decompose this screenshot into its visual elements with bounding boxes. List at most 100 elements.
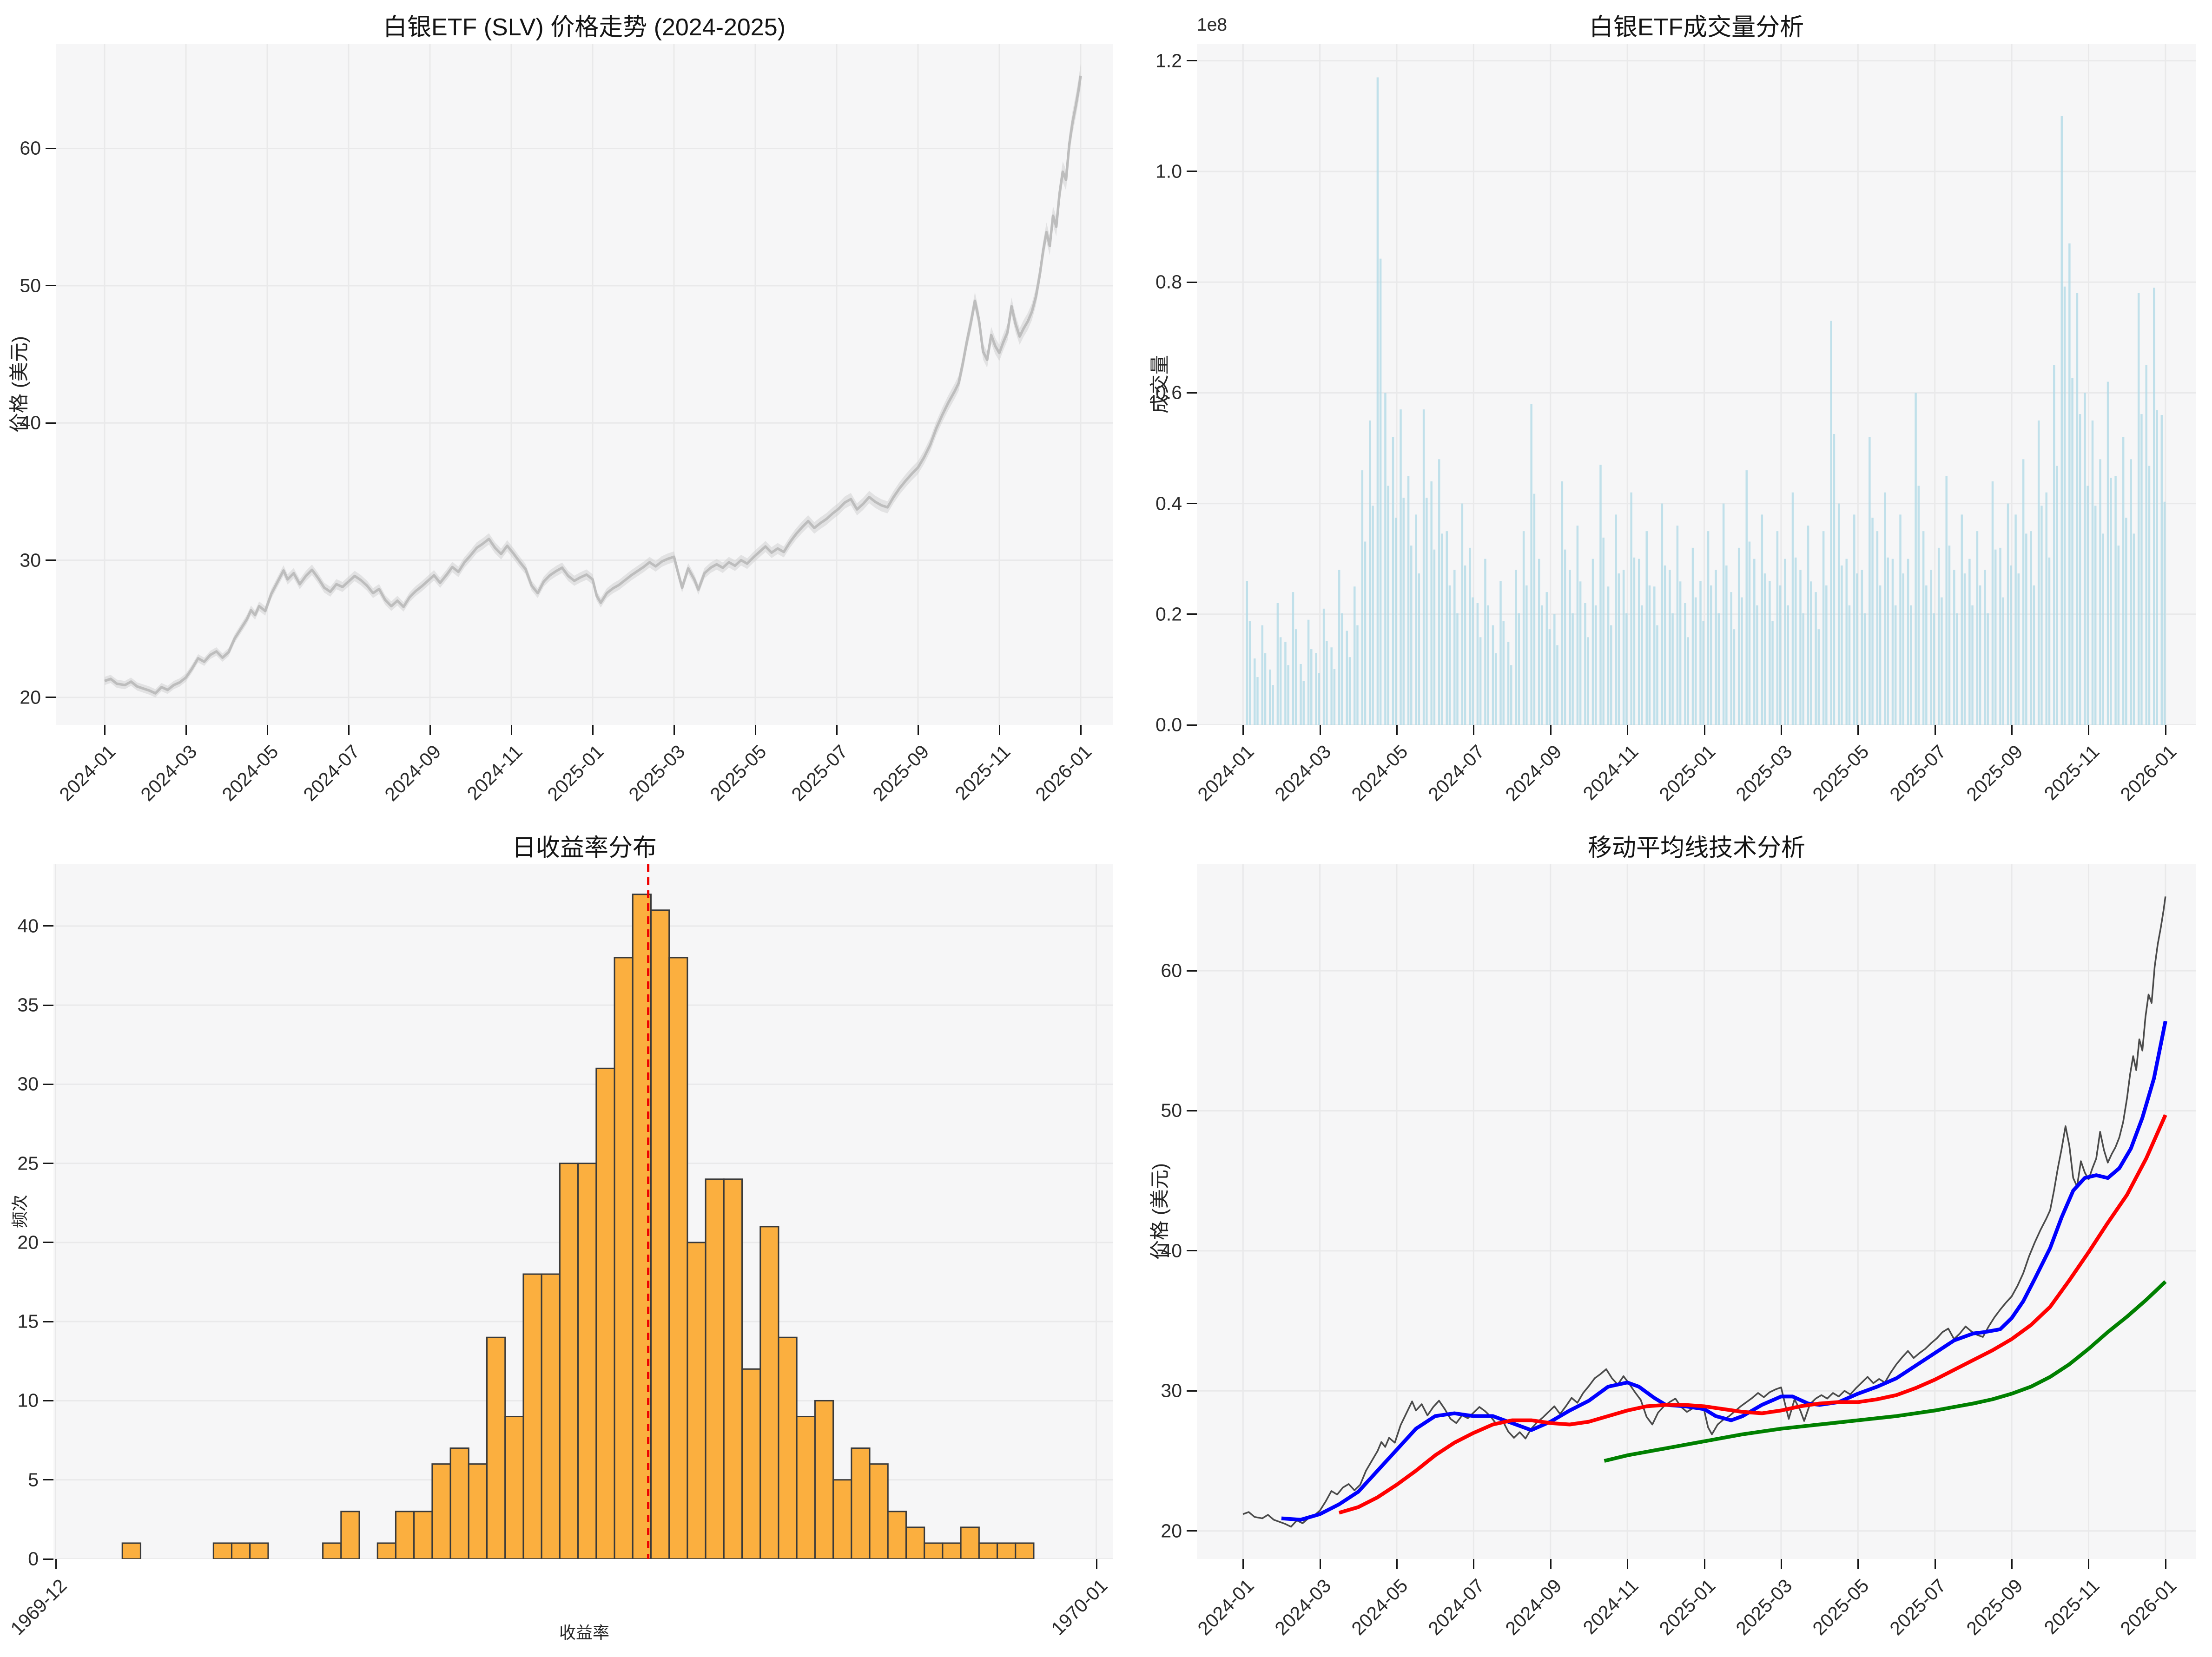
volume-bar	[1884, 492, 1886, 725]
volume-bar	[1869, 437, 1871, 725]
x-tick-label: 2025-07	[1885, 1575, 1950, 1639]
volume-bar	[1763, 573, 1766, 725]
volume-bar	[1817, 629, 1820, 725]
volume-bar	[1492, 625, 1494, 725]
x-tick-mark	[348, 725, 350, 735]
volume-bar	[1779, 585, 1782, 725]
volume-bar	[2045, 492, 2047, 725]
histogram-bar	[595, 1067, 615, 1559]
price-plot-area	[56, 44, 1113, 725]
volume-bar	[1556, 645, 1558, 725]
volume-bar	[1630, 492, 1632, 725]
volume-bar	[1684, 603, 1686, 725]
x-tick-label: 2025-07	[1885, 741, 1950, 805]
x-tick-label: 2025-01	[1655, 1575, 1720, 1639]
volume-bar	[1725, 565, 1728, 725]
legend-row: MA50	[1239, 962, 1354, 985]
volume-bar	[2114, 476, 2117, 725]
volume-bar	[1256, 677, 1259, 725]
volume-bar	[1648, 585, 1651, 725]
volume-bar	[1722, 503, 1725, 725]
volume-bar	[1737, 547, 1740, 725]
volume-bar	[1710, 585, 1712, 725]
volume-bar	[1254, 658, 1256, 725]
x-tick-label: 2025-01	[1655, 741, 1720, 805]
histogram-bar	[960, 1526, 980, 1559]
volume-bar	[1472, 597, 1474, 725]
volume-bar	[2053, 365, 2055, 725]
volume-bar	[1400, 409, 1402, 725]
x-tick-label: 2024-09	[1501, 1575, 1566, 1639]
y-tick-mark	[46, 559, 56, 561]
volume-bar	[1615, 514, 1617, 725]
volume-bar	[1456, 613, 1459, 725]
close-price-line	[104, 75, 1082, 695]
volume-bar	[1664, 565, 1666, 725]
x-tick-mark	[755, 725, 756, 735]
y-tick-label: 30	[17, 1073, 39, 1095]
volume-bar	[2025, 533, 2027, 725]
volume-bar	[1394, 518, 1397, 725]
legend-label: 收盘价	[1292, 900, 1351, 921]
volume-bar	[2040, 506, 2043, 725]
x-tick-mark	[1396, 725, 1398, 735]
mean-line-swatch	[926, 902, 967, 906]
volume-bar	[1841, 565, 1843, 725]
histogram-bar	[1015, 1542, 1035, 1559]
returns-plot-svg	[53, 864, 1113, 1559]
y-tick-label: 5	[28, 1469, 39, 1491]
volume-bar	[1656, 625, 1658, 725]
x-tick-mark	[836, 725, 838, 735]
y-tick-mark	[1187, 1530, 1197, 1532]
volume-bar	[1715, 570, 1717, 725]
volume-bar	[1730, 592, 1732, 725]
x-tick-mark	[1934, 1559, 1936, 1569]
volume-bar	[1991, 481, 1994, 725]
volume-bar	[1533, 493, 1536, 725]
volume-bar	[2137, 293, 2140, 725]
volume-bar	[2033, 585, 2035, 725]
volume-bar	[2087, 486, 2089, 725]
volume-bar	[2140, 414, 2143, 725]
x-tick-label: 2024-11	[462, 741, 527, 804]
ma-y-axis-label: 价格 (美元)	[1149, 1163, 1171, 1260]
y-tick-label: 0.4	[1156, 493, 1182, 514]
volume-bar	[1902, 573, 1904, 725]
volume-bar	[1963, 573, 1966, 725]
ma50-line-swatch	[1239, 972, 1280, 975]
price-plot-svg	[56, 44, 1113, 725]
volume-bar	[1464, 565, 1466, 725]
histogram-bar	[541, 1273, 561, 1559]
y-tick-label: 25	[17, 1152, 39, 1174]
volume-bar	[2160, 415, 2163, 725]
y-tick-label: 40	[1161, 1240, 1182, 1262]
volume-bar	[1341, 613, 1343, 725]
volume-bar	[1776, 531, 1779, 725]
volume-bar	[1372, 506, 1374, 725]
volume-bar	[1833, 434, 1836, 725]
volume-bar	[1891, 559, 1894, 725]
x-tick-label: 2024-01	[55, 741, 120, 805]
histogram-bar	[632, 894, 652, 1559]
volume-bar	[1825, 585, 1828, 725]
x-tick-mark	[1934, 725, 1936, 735]
legend-label: 均值: 0.0024	[979, 894, 1089, 916]
histogram-bar	[486, 1336, 506, 1559]
volume-bar	[1830, 321, 1832, 725]
y-tick-label: 0.8	[1156, 271, 1182, 293]
volume-bar	[1625, 613, 1628, 725]
volume-bar	[2037, 420, 2040, 725]
y-tick-mark	[1187, 1110, 1197, 1111]
y-tick-mark	[43, 1163, 53, 1164]
volume-bar	[1910, 605, 1912, 725]
x-tick-mark	[429, 725, 431, 735]
histogram-bar	[340, 1511, 360, 1559]
volume-bar	[1322, 608, 1325, 725]
ma50-line	[1338, 1114, 2167, 1515]
volume-bar	[1433, 549, 1436, 725]
histogram-bar	[796, 1416, 816, 1559]
y-tick-mark	[43, 1558, 53, 1560]
histogram-bar	[249, 1542, 269, 1559]
volume-bar	[1794, 557, 1797, 725]
y-tick-label: 20	[1161, 1520, 1182, 1542]
